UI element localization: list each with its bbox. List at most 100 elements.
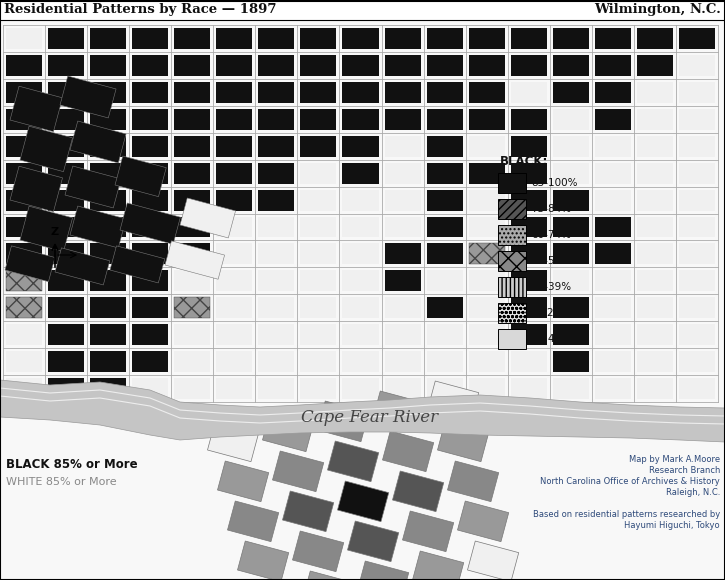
Bar (6, 351, 42, 372)
Bar (594, 82, 631, 103)
Bar (498, 173, 526, 193)
Bar (426, 244, 463, 264)
Bar (90, 162, 126, 184)
Bar (132, 28, 168, 49)
Bar (426, 216, 463, 237)
Bar (6, 378, 42, 399)
Bar (180, 198, 236, 238)
Bar (637, 216, 673, 237)
Text: BLACK:: BLACK: (500, 155, 548, 168)
Text: Cape Fear River: Cape Fear River (302, 408, 439, 426)
Bar (679, 55, 715, 76)
Bar (413, 551, 464, 580)
Bar (300, 324, 336, 345)
Bar (6, 298, 42, 318)
Text: BLACK 85% or More: BLACK 85% or More (6, 459, 138, 472)
Bar (384, 136, 420, 157)
Bar (426, 109, 463, 130)
Bar (383, 431, 434, 472)
Bar (498, 303, 526, 323)
Bar (468, 136, 505, 157)
Bar (679, 109, 715, 130)
Bar (174, 82, 210, 103)
Bar (637, 270, 673, 291)
Bar (384, 270, 420, 291)
Bar (48, 298, 84, 318)
Bar (498, 225, 526, 245)
Bar (90, 244, 126, 264)
Bar (498, 199, 526, 219)
Bar (174, 28, 210, 49)
Text: Research Branch: Research Branch (649, 466, 720, 475)
Bar (637, 136, 673, 157)
Bar (262, 411, 314, 452)
Bar (165, 241, 225, 279)
Bar (6, 216, 42, 237)
Bar (216, 298, 252, 318)
Bar (468, 216, 505, 237)
Bar (300, 378, 336, 399)
Bar (426, 28, 463, 49)
Bar (48, 136, 84, 157)
Bar (300, 55, 336, 76)
Bar (6, 136, 42, 157)
Bar (174, 190, 210, 211)
Bar (510, 351, 547, 372)
Bar (468, 378, 505, 399)
Bar (342, 244, 378, 264)
Bar (258, 82, 294, 103)
Bar (300, 351, 336, 372)
Bar (384, 82, 420, 103)
Bar (510, 109, 547, 130)
Bar (258, 109, 294, 130)
Bar (594, 298, 631, 318)
Bar (552, 298, 589, 318)
Bar (426, 136, 463, 157)
Bar (10, 86, 62, 132)
Text: 85-100%: 85-100% (531, 178, 578, 188)
Bar (90, 298, 126, 318)
Bar (679, 82, 715, 103)
Bar (258, 324, 294, 345)
Bar (216, 190, 252, 211)
Text: 15-24%: 15-24% (531, 308, 571, 318)
Bar (552, 109, 589, 130)
Bar (216, 244, 252, 264)
Bar (552, 136, 589, 157)
Bar (6, 55, 42, 76)
Bar (258, 28, 294, 49)
Bar (384, 28, 420, 49)
Text: 40-59%: 40-59% (531, 256, 571, 266)
Bar (468, 541, 518, 580)
Bar (347, 521, 399, 561)
Bar (174, 216, 210, 237)
Bar (283, 491, 334, 532)
Bar (679, 270, 715, 291)
Text: Z: Z (51, 227, 59, 237)
Bar (510, 270, 547, 291)
Bar (258, 55, 294, 76)
Bar (679, 190, 715, 211)
Bar (216, 136, 252, 157)
Bar (342, 82, 378, 103)
Bar (216, 28, 252, 49)
Bar (60, 76, 116, 118)
Bar (594, 55, 631, 76)
Bar (426, 55, 463, 76)
Bar (637, 55, 673, 76)
Bar (174, 270, 210, 291)
Bar (552, 324, 589, 345)
Bar (679, 244, 715, 264)
Bar (457, 501, 509, 542)
Bar (510, 298, 547, 318)
Bar (594, 378, 631, 399)
Bar (342, 216, 378, 237)
Bar (637, 190, 673, 211)
Bar (552, 55, 589, 76)
Bar (48, 351, 84, 372)
Bar (48, 162, 84, 184)
Bar (6, 190, 42, 211)
Bar (552, 190, 589, 211)
Bar (90, 82, 126, 103)
Bar (594, 162, 631, 184)
